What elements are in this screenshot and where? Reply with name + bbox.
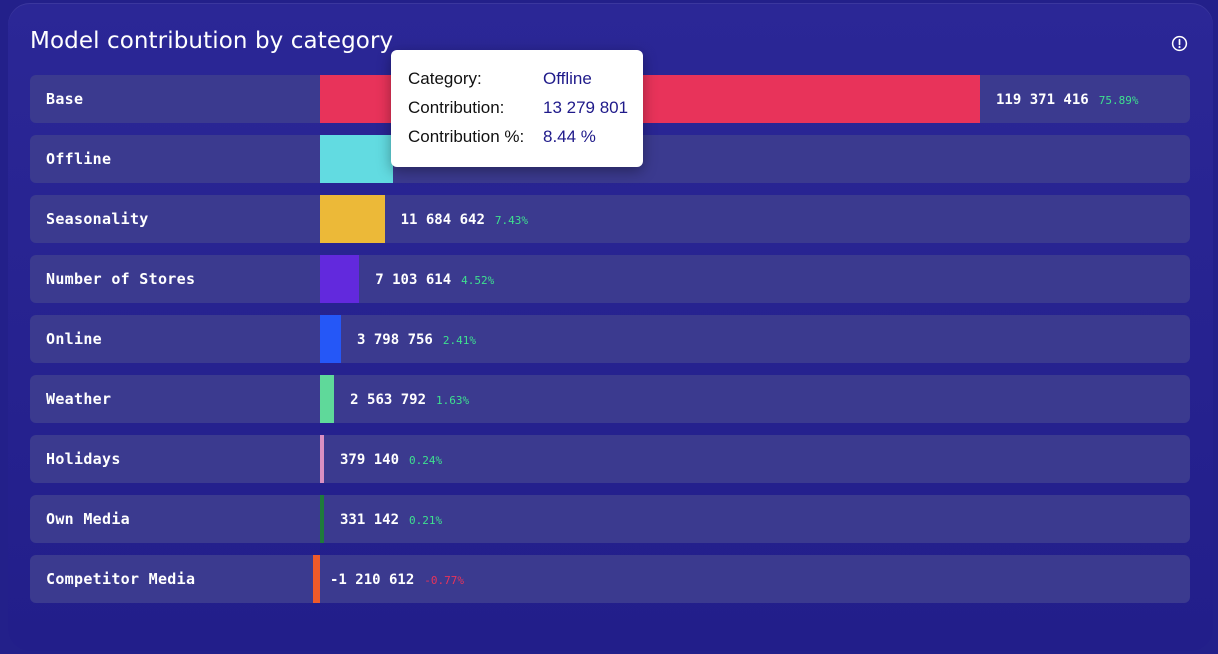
category-label: Base xyxy=(46,90,84,108)
percent-label: 0.24% xyxy=(409,454,443,467)
percent-label: -0.77% xyxy=(424,574,465,587)
panel-title: Model contribution by category xyxy=(30,28,394,54)
percent-label: 4.52% xyxy=(461,274,495,287)
bar[interactable] xyxy=(320,315,341,363)
value-label: 2 563 792 xyxy=(350,392,427,408)
category-label: Online xyxy=(46,330,102,348)
percent-label: 1.63% xyxy=(436,394,470,407)
chart-row[interactable]: Own Media 331 142 0.21% xyxy=(30,495,1190,543)
value-label-group: -1 210 612 -0.77% xyxy=(330,555,464,603)
value-label: 3 798 756 xyxy=(357,332,433,348)
value-label: 379 140 xyxy=(340,452,400,468)
percent-label: 2.41% xyxy=(442,334,476,347)
percent-label: 7.43% xyxy=(494,214,529,227)
chart-row[interactable]: Online 3 798 756 2.41% xyxy=(30,315,1190,363)
value-label-group: 2 563 792 1.63% xyxy=(350,375,469,423)
info-circle-icon[interactable] xyxy=(1171,35,1188,52)
chart-row[interactable]: Competitor Media -1 210 612 -0.77% xyxy=(30,555,1190,603)
bar[interactable] xyxy=(320,495,324,543)
tooltip-percent-value: 8.44 % xyxy=(543,127,596,146)
category-label: Competitor Media xyxy=(46,570,196,588)
value-label: 119 371 416 xyxy=(996,92,1089,108)
category-label: Offline xyxy=(46,150,112,168)
tooltip-contribution-value: 13 279 801 xyxy=(543,98,629,117)
bar[interactable] xyxy=(320,435,324,483)
bar[interactable] xyxy=(320,195,385,243)
value-label: 331 142 xyxy=(340,512,400,528)
chart-row[interactable]: Weather 2 563 792 1.63% xyxy=(30,375,1190,423)
value-label-group: 3 798 756 2.41% xyxy=(357,315,476,363)
tooltip-percent-key: Contribution %: xyxy=(408,127,525,146)
value-label-group: 331 142 0.21% xyxy=(340,495,442,543)
category-label: Holidays xyxy=(46,450,121,468)
value-label: 11 684 642 xyxy=(400,212,485,228)
chart-row[interactable]: Seasonality 11 684 642 7.43% xyxy=(30,195,1190,243)
chart-tooltip: Category: Offline Contribution: 13 279 8… xyxy=(391,50,643,167)
bar[interactable] xyxy=(320,255,360,303)
category-label: Seasonality xyxy=(46,210,149,228)
bar[interactable] xyxy=(320,135,394,183)
bar[interactable] xyxy=(313,555,320,603)
percent-label: 0.21% xyxy=(409,514,443,527)
chart-row[interactable]: Holidays 379 140 0.24% xyxy=(30,435,1190,483)
percent-label: 75.89% xyxy=(1098,94,1139,107)
value-label-group: 7 103 614 4.52% xyxy=(375,255,494,303)
category-label: Own Media xyxy=(46,510,130,528)
tooltip-contribution-key: Contribution: xyxy=(408,98,505,117)
value-label-group: 379 140 0.24% xyxy=(340,435,442,483)
tooltip-category-key: Category: xyxy=(408,69,482,88)
chart-row[interactable]: Number of Stores 7 103 614 4.52% xyxy=(30,255,1190,303)
category-label: Weather xyxy=(46,390,112,408)
value-label-group: 119 371 416 75.89% xyxy=(996,75,1138,123)
value-label: 7 103 614 xyxy=(375,272,452,288)
value-label: -1 210 612 xyxy=(330,572,415,588)
category-label: Number of Stores xyxy=(46,270,196,288)
tooltip-category-value: Offline xyxy=(543,69,592,88)
value-label-group: 11 684 642 7.43% xyxy=(401,195,528,243)
bar[interactable] xyxy=(320,375,335,423)
